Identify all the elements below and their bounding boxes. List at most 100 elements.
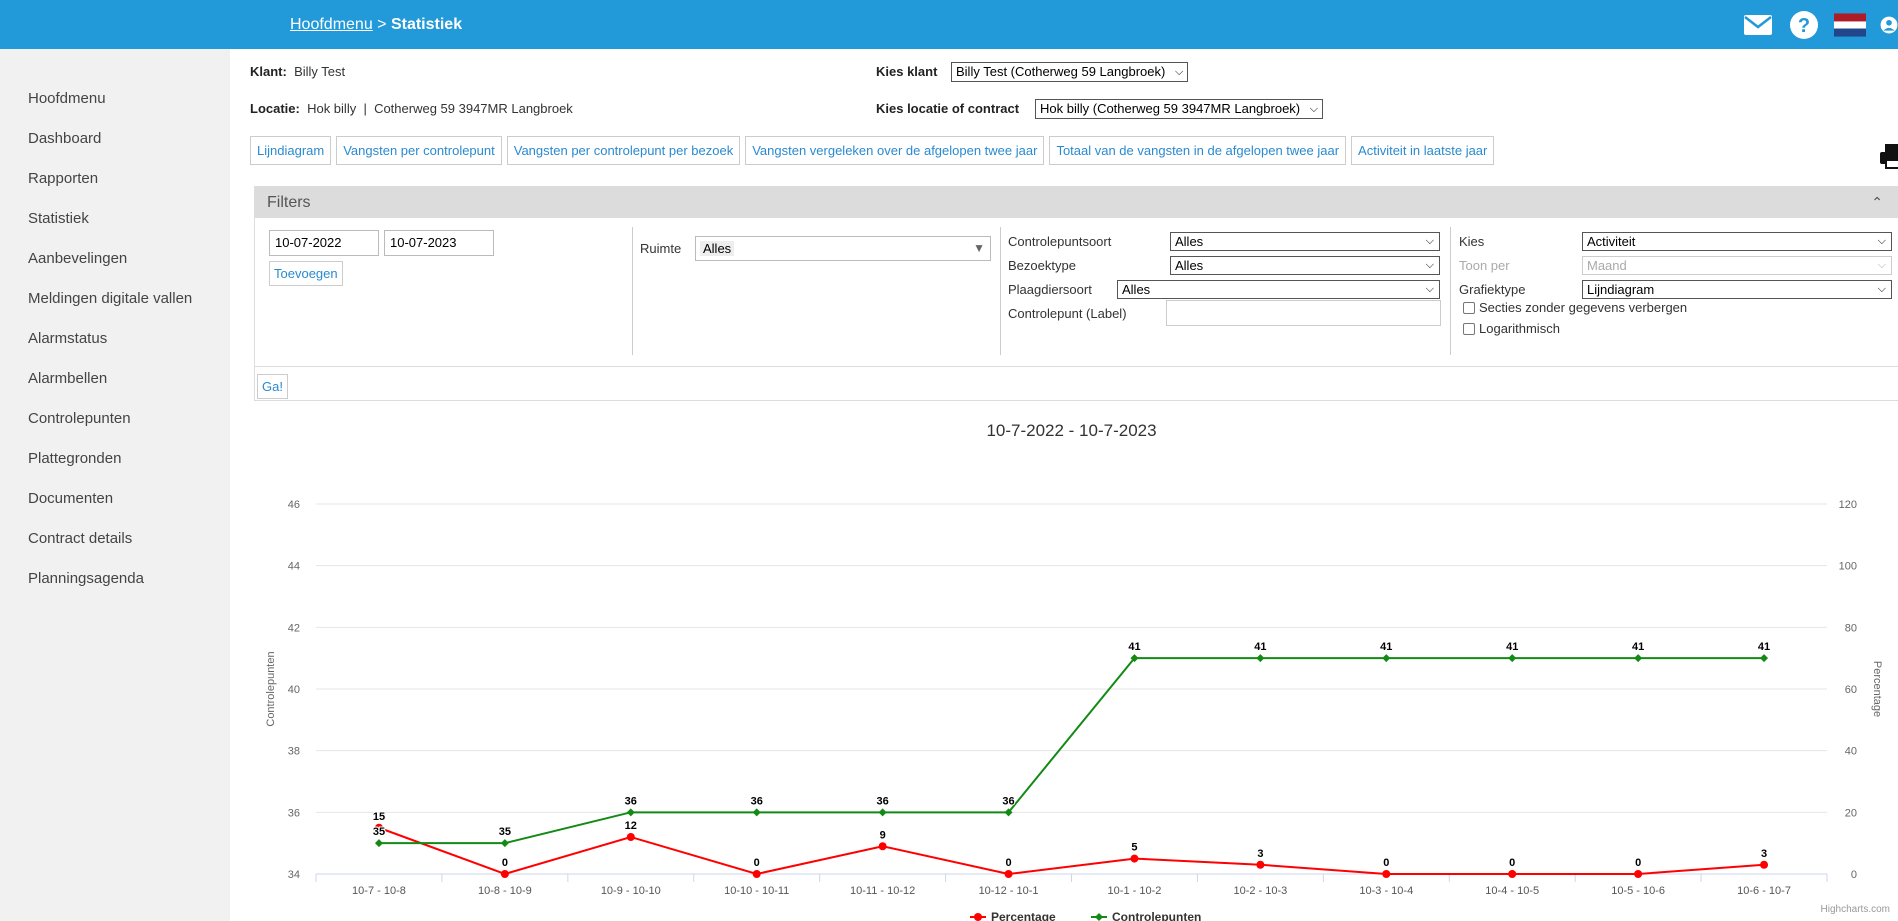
top-icons: ? — [1742, 9, 1898, 41]
controlepunten-point — [1004, 808, 1013, 817]
locatie-value: Hok billy — [307, 101, 357, 116]
dutch-flag-icon[interactable] — [1834, 9, 1866, 41]
tab-activiteit[interactable]: Activiteit in laatste jaar — [1351, 136, 1495, 165]
sidebar-item-aanbevelingen[interactable]: Aanbevelingen — [28, 250, 128, 267]
controlepunten-data-label: 41 — [1128, 641, 1140, 653]
kies-select[interactable]: Activiteit ⌵ — [1582, 232, 1892, 251]
chart-credit[interactable]: Highcharts.com — [1820, 904, 1890, 915]
breadcrumb-separator: > — [372, 16, 391, 33]
tab-vangsten-vergeleken[interactable]: Vangsten vergeleken over de afgelopen tw… — [745, 136, 1045, 165]
kies-klant-select[interactable]: Billy Test (Cotherweg 59 Langbroek) ⌵ — [951, 62, 1189, 82]
grafiektype-value: Lijndiagram — [1587, 282, 1655, 297]
svg-text:?: ? — [1798, 15, 1810, 37]
sidebar-item-documenten[interactable]: Documenten — [28, 490, 114, 507]
toon-per-value: Maand — [1587, 258, 1627, 273]
tab-vangsten-per-bezoek[interactable]: Vangsten per controlepunt per bezoek — [506, 136, 741, 165]
help-icon[interactable]: ? — [1788, 9, 1820, 41]
checkbox-box[interactable] — [1463, 301, 1475, 314]
percentage-point — [1130, 854, 1139, 863]
chart-type-tabs: Lijndiagram Vangsten per controlepunt Va… — [250, 136, 1495, 165]
percentage-data-label: 0 — [1005, 857, 1011, 869]
plaagdiersoort-label: Plaagdiersoort — [1008, 282, 1092, 297]
mail-icon[interactable] — [1742, 9, 1774, 41]
sidebar-item-contract-details[interactable]: Contract details — [28, 530, 133, 547]
percentage-data-label: 0 — [502, 857, 508, 869]
ruimte-select[interactable]: Alles ▼ — [695, 236, 991, 261]
user-icon[interactable] — [1880, 9, 1898, 41]
kies-klant-label-wrap: Kies klant — [876, 64, 937, 79]
percentage-point — [878, 842, 887, 851]
percentage-point — [500, 870, 509, 878]
grafiektype-select[interactable]: Lijndiagram ⌵ — [1582, 280, 1892, 299]
percentage-data-label: 0 — [1509, 857, 1515, 869]
sidebar-item-alarmstatus[interactable]: Alarmstatus — [28, 330, 108, 347]
controlepunt-input[interactable] — [1166, 300, 1441, 326]
x-tick-label: 10-6 - 10-7 — [1737, 885, 1791, 897]
tab-totaal-vangsten[interactable]: Totaal van de vangsten in de afgelopen t… — [1049, 136, 1347, 165]
main-content: Klant: Billy Test Locatie: Hok billy | C… — [230, 49, 1898, 921]
controlepuntsoort-label: Controlepuntsoort — [1008, 234, 1112, 249]
top-bar: Hoofdmenu > Statistiek ? — [0, 0, 1898, 49]
plaagdiersoort-select[interactable]: Alles ⌵ — [1117, 280, 1440, 299]
locatie-address: Cotherweg 59 3947MR Langbroek — [374, 101, 573, 116]
sidebar-item-rapporten[interactable]: Rapporten — [28, 170, 99, 187]
sidebar-item-controlepunten[interactable]: Controlepunten — [28, 410, 131, 427]
sidebar-item-dashboard[interactable]: Dashboard — [28, 130, 102, 147]
breadcrumb-home-link[interactable]: Hoofdmenu — [290, 16, 373, 33]
controlepunten-series-line — [378, 657, 1765, 845]
percentage-point — [1760, 860, 1769, 869]
bezoektype-select[interactable]: Alles ⌵ — [1170, 256, 1440, 275]
ruimte-value: Alles — [700, 241, 735, 256]
log-checkbox[interactable]: Logarithmisch — [1463, 321, 1560, 336]
sidebar-item-alarmbellen[interactable]: Alarmbellen — [28, 370, 108, 387]
print-icon[interactable] — [1878, 141, 1898, 171]
controlepunten-point — [1256, 654, 1265, 663]
add-date-button[interactable]: Toevoegen — [269, 261, 343, 286]
y-right-tick-label: 100 — [1839, 561, 1857, 573]
klant-value: Billy Test — [294, 64, 346, 79]
controlepunten-point — [1634, 654, 1643, 663]
percentage-point — [752, 870, 761, 878]
date-from-input[interactable]: 10-07-2022 — [269, 230, 379, 256]
checkbox-box[interactable] — [1463, 322, 1475, 335]
x-tick-label: 10-3 - 10-4 — [1359, 885, 1413, 897]
controlepuntsoort-select[interactable]: Alles ⌵ — [1170, 232, 1440, 251]
legend-controlepunten-label[interactable]: Controlepunten — [1112, 910, 1201, 921]
chevron-up-icon[interactable]: ⌃ — [1871, 194, 1883, 210]
sidebar-item-meldingen[interactable]: Meldingen digitale vallen — [28, 290, 193, 307]
divider — [632, 227, 633, 355]
percentage-data-label: 5 — [1131, 842, 1137, 854]
go-button[interactable]: Ga! — [257, 374, 288, 399]
chevron-down-icon: ⌵ — [1877, 283, 1886, 295]
location-info: Locatie: Hok billy | Cotherweg 59 3947MR… — [250, 101, 573, 116]
y-right-tick-label: 0 — [1851, 869, 1857, 881]
grafiektype-label: Grafiektype — [1459, 282, 1526, 297]
percentage-data-label: 0 — [1635, 857, 1641, 869]
kies-locatie-select[interactable]: Hok billy (Cotherweg 59 3947MR Langbroek… — [1035, 99, 1324, 119]
bezoektype-value: Alles — [1175, 258, 1204, 273]
legend-percentage-label[interactable]: Percentage — [991, 910, 1056, 921]
chevron-down-icon: ⌵ — [1174, 66, 1184, 78]
y-right-axis-label: Percentage — [1871, 661, 1883, 717]
sidebar: Hoofdmenu Dashboard Rapporten Statistiek… — [0, 49, 230, 921]
controlepunten-data-label: 36 — [625, 795, 637, 807]
x-tick-label: 10-12 - 10-1 — [979, 885, 1039, 897]
controlepunten-point — [878, 808, 887, 817]
controlepunten-point — [500, 839, 509, 848]
controlepunten-data-label: 41 — [1506, 641, 1518, 653]
date-to-input[interactable]: 10-07-2023 — [384, 230, 494, 256]
x-tick-label: 10-11 - 10-12 — [850, 885, 915, 897]
legend-controlepunten-marker — [1095, 913, 1103, 921]
plaagdiersoort-value: Alles — [1122, 282, 1151, 297]
sidebar-item-planningsagenda[interactable]: Planningsagenda — [28, 570, 144, 587]
tab-lijndiagram[interactable]: Lijndiagram — [250, 136, 332, 165]
sidebar-item-hoofdmenu[interactable]: Hoofdmenu — [28, 90, 106, 107]
bezoektype-label: Bezoektype — [1008, 258, 1076, 273]
sidebar-item-statistiek[interactable]: Statistiek — [28, 210, 89, 227]
sidebar-item-plattegronden[interactable]: Plattegronden — [28, 450, 122, 467]
tab-vangsten-per-controlepunt[interactable]: Vangsten per controlepunt — [336, 136, 502, 165]
chart-title: 10-7-2022 - 10-7-2023 — [986, 421, 1156, 440]
hide-empty-checkbox[interactable]: Secties zonder gegevens verbergen — [1463, 300, 1687, 315]
filters-header[interactable]: Filters ⌃ — [255, 187, 1898, 218]
y-left-tick-label: 44 — [288, 561, 300, 573]
